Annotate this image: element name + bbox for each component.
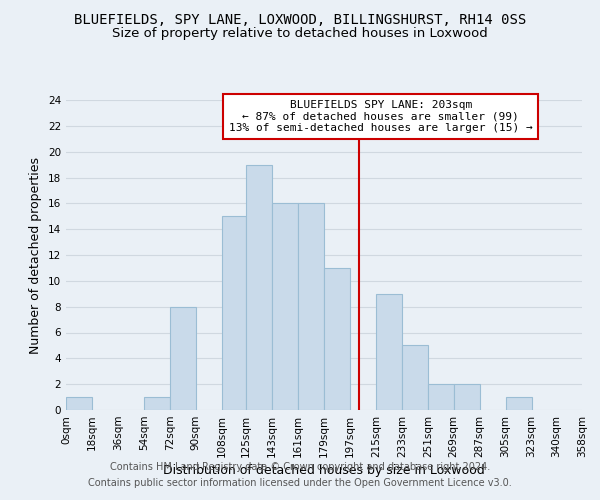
Bar <box>246 164 272 410</box>
Text: Size of property relative to detached houses in Loxwood: Size of property relative to detached ho… <box>112 28 488 40</box>
Text: Contains HM Land Registry data © Crown copyright and database right 2024.: Contains HM Land Registry data © Crown c… <box>110 462 490 472</box>
Bar <box>454 384 479 410</box>
Bar <box>506 397 532 410</box>
Bar <box>298 204 324 410</box>
Bar <box>66 397 92 410</box>
Bar <box>376 294 402 410</box>
Bar <box>324 268 350 410</box>
X-axis label: Distribution of detached houses by size in Loxwood: Distribution of detached houses by size … <box>163 464 485 477</box>
Bar <box>170 306 196 410</box>
Text: Contains public sector information licensed under the Open Government Licence v3: Contains public sector information licen… <box>88 478 512 488</box>
Bar <box>221 216 246 410</box>
Bar <box>144 397 170 410</box>
Text: BLUEFIELDS SPY LANE: 203sqm
← 87% of detached houses are smaller (99)
13% of sem: BLUEFIELDS SPY LANE: 203sqm ← 87% of det… <box>229 100 533 133</box>
Bar <box>272 204 298 410</box>
Bar <box>402 346 428 410</box>
Bar <box>428 384 454 410</box>
Text: BLUEFIELDS, SPY LANE, LOXWOOD, BILLINGSHURST, RH14 0SS: BLUEFIELDS, SPY LANE, LOXWOOD, BILLINGSH… <box>74 12 526 26</box>
Y-axis label: Number of detached properties: Number of detached properties <box>29 156 43 354</box>
